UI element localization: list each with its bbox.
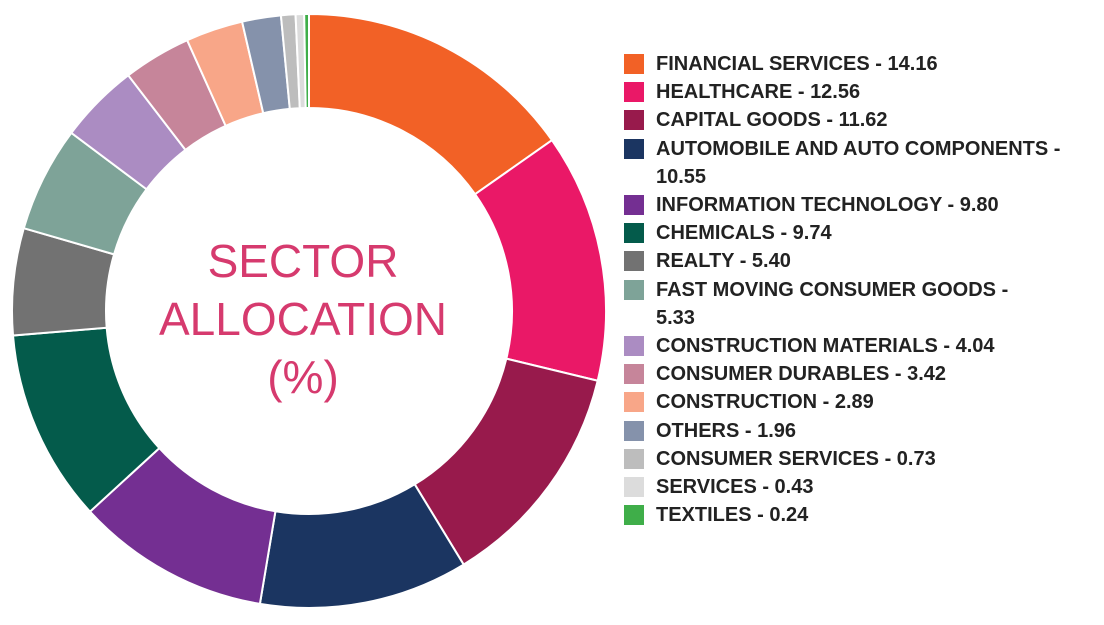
legend-label-10: CONSUMER DURABLES - 3.42 bbox=[656, 363, 947, 386]
legend-item-2: HEALTHCARE - 12.56 bbox=[622, 78, 1100, 106]
legend-swatch-5 bbox=[624, 195, 644, 216]
legend-label-8-line-1: FAST MOVING CONSUMER GOODS - bbox=[656, 278, 1009, 301]
legend-swatch-14 bbox=[624, 477, 644, 498]
legend-swatch-10 bbox=[624, 364, 644, 385]
legend-swatch-13 bbox=[624, 448, 644, 469]
legend-item-9: CONSTRUCTION MATERIALS - 4.04 bbox=[622, 332, 1100, 360]
legend-swatch-6 bbox=[624, 223, 644, 244]
legend-label-12: OTHERS - 1.96 bbox=[656, 419, 797, 442]
legend-label-11: CONSTRUCTION - 2.89 bbox=[656, 391, 874, 414]
legend-swatch-9 bbox=[624, 336, 644, 357]
legend-swatch-7 bbox=[624, 251, 644, 272]
legend-label-13: CONSUMER SERVICES - 0.73 bbox=[656, 447, 936, 470]
legend-item-3: CAPITAL GOODS - 11.62 bbox=[622, 106, 1100, 134]
legend-label-15: TEXTILES - 0.24 bbox=[656, 504, 809, 527]
chart-legend: FINANCIAL SERVICES - 14.16 HEALTHCARE - 1… bbox=[622, 50, 1100, 529]
legend-item-8: FAST MOVING CONSUMER GOODS - 5.33 bbox=[622, 276, 1100, 332]
legend-item-4: AUTOMOBILE AND AUTO COMPONENTS - 10.55 bbox=[622, 135, 1100, 191]
legend-item-12: OTHERS - 1.96 bbox=[622, 417, 1100, 445]
chart-title-line-1: SECTOR bbox=[207, 235, 399, 287]
chart-title-line-2: ALLOCATION bbox=[159, 293, 447, 345]
legend-label-2: HEALTHCARE - 12.56 bbox=[656, 81, 861, 104]
legend-item-5: INFORMATION TECHNOLOGY - 9.80 bbox=[622, 191, 1100, 219]
donut-chart bbox=[11, 12, 607, 609]
legend-item-1: FINANCIAL SERVICES - 14.16 bbox=[622, 50, 1100, 78]
legend-item-13: CONSUMER SERVICES - 0.73 bbox=[622, 445, 1100, 473]
donut-slice-15 bbox=[303, 12, 310, 110]
legend-swatch-3 bbox=[624, 110, 644, 131]
legend-label-9: CONSTRUCTION MATERIALS - 4.04 bbox=[656, 335, 995, 358]
legend-label-5: INFORMATION TECHNOLOGY - 9.80 bbox=[656, 194, 999, 217]
legend-swatch-11 bbox=[624, 392, 644, 413]
chart-title-line-3: (%) bbox=[267, 351, 339, 403]
legend-label-3: CAPITAL GOODS - 11.62 bbox=[656, 109, 888, 132]
legend-swatch-15 bbox=[624, 505, 644, 526]
chart-title: SECTOR ALLOCATION (%) bbox=[118, 232, 488, 406]
legend-item-15: TEXTILES - 0.24 bbox=[622, 501, 1100, 529]
legend-item-14: SERVICES - 0.43 bbox=[622, 473, 1100, 501]
legend-item-10: CONSUMER DURABLES - 3.42 bbox=[622, 360, 1100, 388]
legend-label-4-line-2: 10.55 bbox=[656, 165, 707, 188]
legend-item-11: CONSTRUCTION - 2.89 bbox=[622, 388, 1100, 416]
legend-item-6: CHEMICALS - 9.74 bbox=[622, 219, 1100, 247]
legend-swatch-8 bbox=[624, 279, 644, 300]
legend-label-14: SERVICES - 0.43 bbox=[656, 476, 814, 499]
legend-label-6: CHEMICALS - 9.74 bbox=[656, 222, 832, 245]
legend-label-4-line-1: AUTOMOBILE AND AUTO COMPONENTS - bbox=[656, 137, 1061, 160]
legend-label-7: REALTY - 5.40 bbox=[656, 250, 791, 273]
legend-swatch-2 bbox=[624, 82, 644, 103]
legend-swatch-1 bbox=[624, 54, 644, 74]
legend-swatch-4 bbox=[624, 138, 644, 159]
legend-swatch-12 bbox=[624, 420, 644, 441]
legend-label-1: FINANCIAL SERVICES - 14.16 bbox=[656, 53, 938, 75]
legend-label-8-line-2: 5.33 bbox=[656, 306, 695, 329]
legend-item-7: REALTY - 5.40 bbox=[622, 247, 1100, 275]
